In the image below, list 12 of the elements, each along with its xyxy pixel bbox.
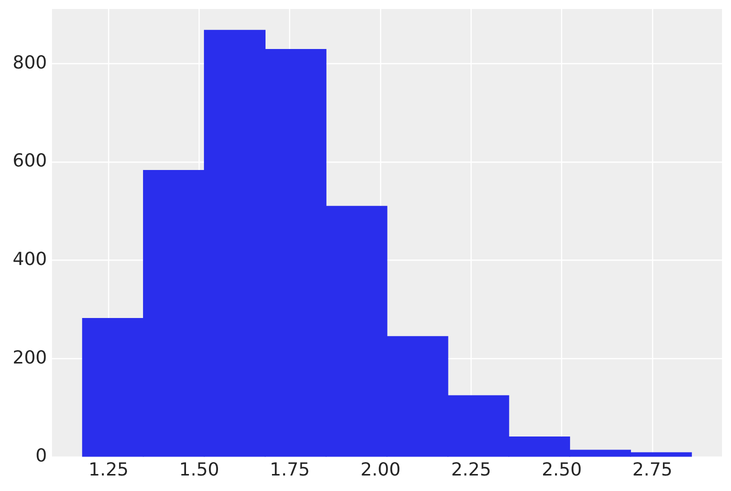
x-tick-label: 1.25 (88, 459, 129, 480)
y-tick-label: 600 (12, 150, 47, 172)
x-tick-label: 2.50 (542, 459, 582, 480)
y-tick-label: 0 (36, 446, 47, 467)
x-tick-label: 1.75 (270, 459, 310, 480)
x-tick-label: 2.00 (360, 459, 401, 480)
x-tick-label: 2.75 (632, 459, 672, 480)
y-tick-label: 800 (12, 52, 47, 74)
y-tick-label: 200 (12, 347, 47, 368)
x-tick-label: 1.50 (179, 459, 220, 480)
y-tick-label: 400 (12, 248, 47, 270)
x-tick-label: 2.25 (451, 459, 492, 480)
